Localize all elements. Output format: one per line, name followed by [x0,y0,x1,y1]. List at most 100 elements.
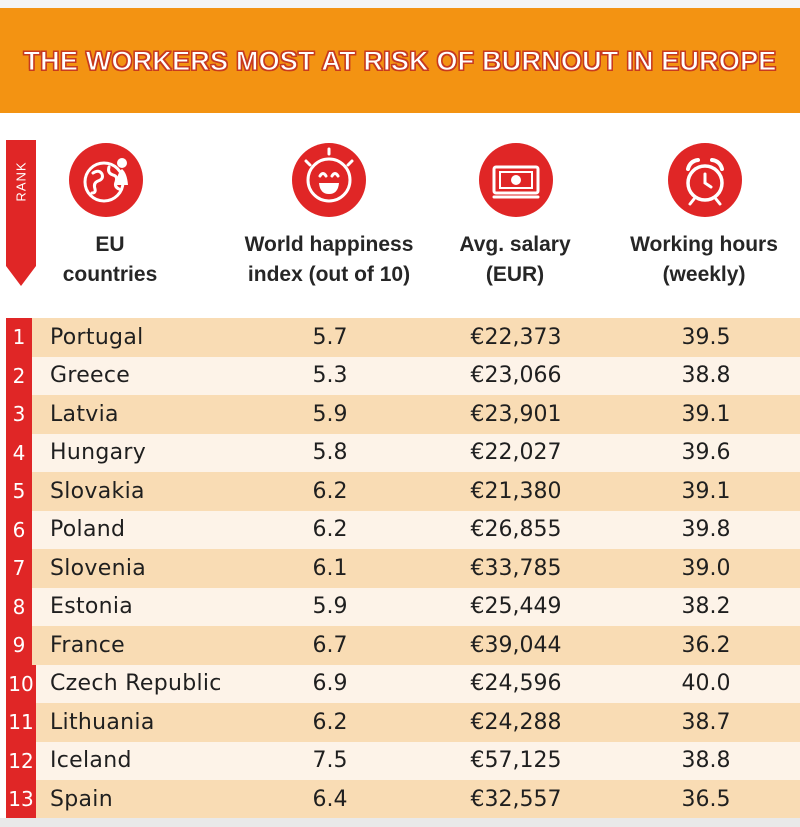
header-hours-line2: (weekly) [662,263,746,286]
hours-cell: 39.1 [681,478,731,504]
happiness-cell: 6.4 [312,786,348,812]
rank-badge: 7 [6,549,32,588]
banknote-icon [479,143,553,217]
header-salary-line2: (EUR) [485,263,545,286]
hours-cell: 39.0 [681,555,731,581]
hours-cell: 38.2 [681,594,731,620]
page-title: THE WORKERS MOST AT RISK OF BURNOUT IN E… [23,46,777,77]
header-salary-line1: Avg. salary [459,233,571,256]
country-cell: Latvia [50,401,119,427]
smiley-face-icon [292,143,366,217]
table-row: 4 Hungary 5.8 €22,027 39.6 [6,433,800,472]
table-row: 8 Estonia 5.9 €25,449 38.2 [6,587,800,626]
salary-cell: €23,066 [470,363,562,389]
table-row: 7 Slovenia 6.1 €33,785 39.0 [6,549,800,588]
rank-badge: 4 [6,433,32,472]
happiness-cell: 6.2 [312,517,348,543]
alarm-clock-icon [668,143,742,217]
header-happiness-line1: World happiness [244,233,414,256]
happiness-cell: 5.9 [312,594,348,620]
rank-badge: 8 [6,587,32,626]
rank-label-wrap: RANK [6,140,36,222]
salary-cell: €21,380 [470,478,562,504]
rank-tab [6,140,36,288]
happiness-cell: 5.7 [312,324,348,350]
header-country: EU countries [40,230,180,290]
header-country-line2: countries [62,263,158,286]
header-country-line1: EU [95,233,125,256]
hours-cell: 40.0 [681,671,731,697]
salary-cell: €24,288 [470,709,562,735]
happiness-cell: 6.2 [312,709,348,735]
rank-label: RANK [13,160,29,202]
rank-badge: 12 [6,741,36,780]
rank-badge: 10 [6,664,36,703]
rank-badge: 2 [6,356,32,395]
header-hours: Working hours (weekly) [612,230,796,290]
hours-cell: 38.7 [681,709,731,735]
country-cell: France [50,632,125,658]
table-row: 10 Czech Republic 6.9 €24,596 40.0 [6,664,800,703]
table-row: 12 Iceland 7.5 €57,125 38.8 [6,741,800,780]
country-cell: Estonia [50,594,134,620]
country-cell: Poland [50,517,126,543]
header-salary: Avg. salary (EUR) [440,230,590,290]
salary-cell: €32,557 [470,786,562,812]
happiness-cell: 5.9 [312,401,348,427]
hours-cell: 36.2 [681,632,731,658]
happiness-cell: 5.3 [312,363,348,389]
country-cell: Hungary [50,440,147,466]
happiness-cell: 7.5 [312,748,348,774]
happiness-cell: 5.8 [312,440,348,466]
header-happiness: World happiness index (out of 10) [226,230,432,290]
salary-cell: €39,044 [470,632,562,658]
salary-cell: €22,027 [470,440,562,466]
top-border [0,0,800,8]
country-cell: Greece [50,363,131,389]
table-row: 6 Poland 6.2 €26,855 39.8 [6,510,800,549]
rank-badge: 13 [6,780,36,819]
rank-badge: 9 [6,626,32,665]
hours-cell: 39.5 [681,324,731,350]
table-row: 5 Slovakia 6.2 €21,380 39.1 [6,472,800,511]
rank-badge: 6 [6,510,32,549]
ranking-table: 1 Portugal 5.7 €22,373 39.5 2 Greece 5.3… [6,318,800,819]
hours-cell: 36.5 [681,786,731,812]
hours-cell: 39.6 [681,440,731,466]
rank-badge: 1 [6,318,32,357]
happiness-cell: 6.9 [312,671,348,697]
happiness-cell: 6.7 [312,632,348,658]
salary-cell: €24,596 [470,671,562,697]
country-cell: Portugal [50,324,144,350]
table-row: 2 Greece 5.3 €23,066 38.8 [6,356,800,395]
salary-cell: €57,125 [470,748,562,774]
happiness-cell: 6.2 [312,478,348,504]
salary-cell: €22,373 [470,324,562,350]
rank-badge: 5 [6,472,32,511]
hours-cell: 39.1 [681,401,731,427]
bottom-border [0,818,800,827]
country-cell: Slovakia [50,478,145,504]
country-cell: Slovenia [50,555,147,581]
hours-cell: 38.8 [681,748,731,774]
title-banner: THE WORKERS MOST AT RISK OF BURNOUT IN E… [0,8,800,113]
hours-cell: 38.8 [681,363,731,389]
rank-badge: 11 [6,703,36,742]
salary-cell: €25,449 [470,594,562,620]
table-row: 3 Latvia 5.9 €23,901 39.1 [6,395,800,434]
hours-cell: 39.8 [681,517,731,543]
table-row: 9 France 6.7 €39,044 36.2 [6,626,800,665]
happiness-cell: 6.1 [312,555,348,581]
salary-cell: €26,855 [470,517,562,543]
country-cell: Spain [50,786,113,812]
country-cell: Czech Republic [50,671,222,697]
table-row: 1 Portugal 5.7 €22,373 39.5 [6,318,800,357]
salary-cell: €23,901 [470,401,562,427]
header-hours-line1: Working hours [630,233,778,256]
table-row: 13 Spain 6.4 €32,557 36.5 [6,780,800,819]
header-happiness-line2: index (out of 10) [247,263,411,286]
country-cell: Iceland [50,748,132,774]
salary-cell: €33,785 [470,555,562,581]
rank-badge: 3 [6,395,32,434]
country-cell: Lithuania [50,709,155,735]
